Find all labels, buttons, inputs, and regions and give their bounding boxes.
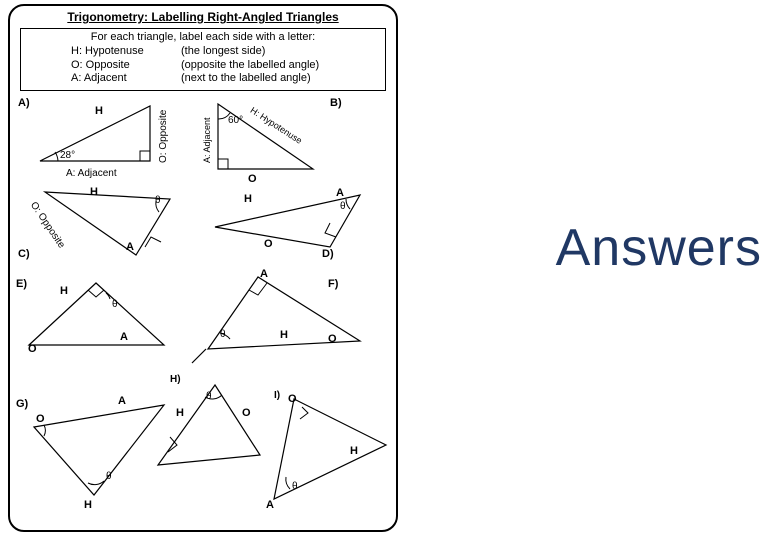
tri-b-label: B) — [330, 97, 342, 109]
worksheet-panel: Trigonometry: Labelling Right-Angled Tri… — [8, 4, 398, 532]
instr-left: A: Adjacent — [71, 72, 181, 86]
triangle-e — [24, 275, 174, 355]
instr-left: O: Opposite — [71, 59, 181, 73]
tri-f-a: A — [260, 268, 268, 280]
tri-b-opp: O — [248, 173, 257, 185]
tri-e-theta: θ — [112, 299, 118, 310]
tri-e-a: A — [120, 331, 128, 343]
tri-e-h: H — [60, 285, 68, 297]
tri-h-h: H — [176, 407, 184, 419]
tri-i-o: O — [288, 393, 297, 405]
tri-c-label: C) — [18, 248, 30, 260]
svg-text:θ: θ — [106, 471, 112, 482]
svg-text:28°: 28° — [60, 150, 75, 161]
tri-h-o: O — [242, 407, 251, 419]
triangle-d — [210, 189, 370, 259]
tri-g-a: A — [118, 395, 126, 407]
svg-text:60°: 60° — [228, 115, 243, 126]
tri-a-opp: O: Opposite — [158, 110, 169, 163]
triangle-h — [150, 375, 270, 475]
instr-row: O: Opposite (opposite the labelled angle… — [29, 59, 377, 73]
tri-f-h: H — [280, 329, 288, 341]
tri-a-label: A) — [18, 97, 30, 109]
tri-e-o: O — [28, 343, 37, 355]
tri-g-h: H — [84, 499, 92, 511]
instr-right: (opposite the labelled angle) — [181, 59, 377, 73]
tri-h-theta: θ — [206, 391, 212, 402]
triangle-b: 60° — [208, 99, 328, 177]
tri-i-h: H — [350, 445, 358, 457]
worksheet-title: Trigonometry: Labelling Right-Angled Tri… — [10, 10, 396, 24]
instructions-box: For each triangle, label each side with … — [20, 28, 386, 91]
f-aux — [186, 329, 226, 369]
tri-d-theta: θ — [340, 201, 346, 212]
instr-row: H: Hypotenuse (the longest side) — [29, 45, 377, 59]
answers-title: Answers — [556, 218, 762, 278]
tri-d-a: A — [336, 187, 344, 199]
tri-d-o: O — [264, 238, 273, 250]
instructions-head: For each triangle, label each side with … — [29, 31, 377, 45]
tri-f-o: O — [328, 333, 337, 345]
tri-c-a: A — [126, 241, 134, 253]
instr-right: (next to the labelled angle) — [181, 72, 377, 86]
tri-c-h: H — [90, 186, 98, 198]
tri-i-a: A — [266, 499, 274, 511]
tri-c-theta: θ — [155, 195, 161, 206]
tri-a-h: H — [95, 105, 103, 117]
instr-right: (the longest side) — [181, 45, 377, 59]
tri-i-theta: θ — [292, 481, 298, 492]
tri-a-adj: A: Adjacent — [66, 168, 117, 179]
triangle-i — [266, 391, 396, 511]
tri-b-adj: A: Adjacent — [202, 117, 212, 163]
instr-row: A: Adjacent (next to the labelled angle) — [29, 72, 377, 86]
tri-g-o: O — [36, 413, 45, 425]
diagram-area: A) 28° H A: Adjacent O: Opposite B) 60° … — [10, 93, 396, 523]
tri-d-h: H — [244, 193, 252, 205]
instr-left: H: Hypotenuse — [71, 45, 181, 59]
